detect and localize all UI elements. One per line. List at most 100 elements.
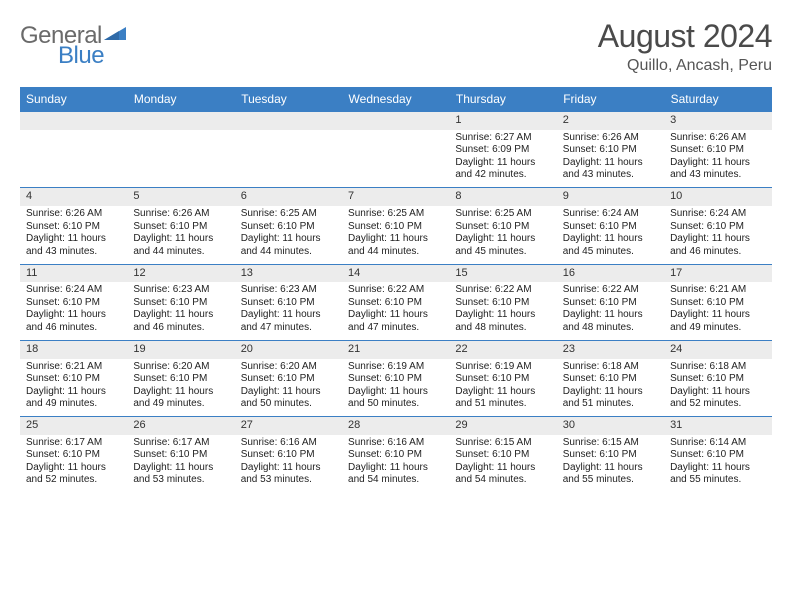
daylight-text: Daylight: 11 hours and 48 minutes. xyxy=(563,309,658,334)
daylight-text: Daylight: 11 hours and 55 minutes. xyxy=(563,462,658,487)
sunset-text: Sunset: 6:10 PM xyxy=(241,221,336,234)
logo-triangle-icon xyxy=(104,25,126,48)
day-number-cell: 12 xyxy=(127,264,234,282)
sunrise-text: Sunrise: 6:24 AM xyxy=(670,208,765,221)
day-info-cell: Sunrise: 6:22 AMSunset: 6:10 PMDaylight:… xyxy=(342,282,449,340)
day-info-cell: Sunrise: 6:26 AMSunset: 6:10 PMDaylight:… xyxy=(20,206,127,264)
daylight-text: Daylight: 11 hours and 49 minutes. xyxy=(133,386,228,411)
day-header: Wednesday xyxy=(342,87,449,112)
sunset-text: Sunset: 6:10 PM xyxy=(670,449,765,462)
day-number-cell: 27 xyxy=(235,417,342,435)
day-number-cell: 30 xyxy=(557,417,664,435)
sunrise-text: Sunrise: 6:22 AM xyxy=(563,284,658,297)
day-header: Sunday xyxy=(20,87,127,112)
day-info-cell: Sunrise: 6:26 AMSunset: 6:10 PMDaylight:… xyxy=(127,206,234,264)
day-info-cell: Sunrise: 6:20 AMSunset: 6:10 PMDaylight:… xyxy=(235,359,342,417)
sunrise-text: Sunrise: 6:20 AM xyxy=(241,361,336,374)
day-number-cell: 15 xyxy=(449,264,556,282)
daylight-text: Daylight: 11 hours and 52 minutes. xyxy=(26,462,121,487)
day-number-cell: 19 xyxy=(127,340,234,358)
day-info-cell: Sunrise: 6:15 AMSunset: 6:10 PMDaylight:… xyxy=(449,435,556,493)
daylight-text: Daylight: 11 hours and 43 minutes. xyxy=(26,233,121,258)
day-info-cell: Sunrise: 6:20 AMSunset: 6:10 PMDaylight:… xyxy=(127,359,234,417)
sunrise-text: Sunrise: 6:18 AM xyxy=(670,361,765,374)
calendar-table: Sunday Monday Tuesday Wednesday Thursday… xyxy=(20,87,772,493)
sunrise-text: Sunrise: 6:26 AM xyxy=(563,132,658,145)
sunset-text: Sunset: 6:10 PM xyxy=(670,373,765,386)
calendar-body: 123Sunrise: 6:27 AMSunset: 6:09 PMDaylig… xyxy=(20,112,772,493)
sunset-text: Sunset: 6:10 PM xyxy=(455,221,550,234)
sunrise-text: Sunrise: 6:24 AM xyxy=(563,208,658,221)
day-header: Thursday xyxy=(449,87,556,112)
sunrise-text: Sunrise: 6:26 AM xyxy=(670,132,765,145)
daylight-text: Daylight: 11 hours and 55 minutes. xyxy=(670,462,765,487)
location-text: Quillo, Ancash, Peru xyxy=(598,57,772,75)
sunset-text: Sunset: 6:10 PM xyxy=(348,449,443,462)
logo: General Blue xyxy=(20,18,128,50)
sunset-text: Sunset: 6:10 PM xyxy=(670,144,765,157)
day-number-cell xyxy=(235,112,342,130)
page-header: General Blue August 2024 Quillo, Ancash,… xyxy=(20,18,772,75)
day-number-cell: 9 xyxy=(557,188,664,206)
day-number-cell: 16 xyxy=(557,264,664,282)
sunrise-text: Sunrise: 6:22 AM xyxy=(348,284,443,297)
day-info-cell: Sunrise: 6:17 AMSunset: 6:10 PMDaylight:… xyxy=(20,435,127,493)
day-info-row: Sunrise: 6:17 AMSunset: 6:10 PMDaylight:… xyxy=(20,435,772,493)
day-number-cell: 4 xyxy=(20,188,127,206)
day-info-cell: Sunrise: 6:26 AMSunset: 6:10 PMDaylight:… xyxy=(664,130,771,188)
sunrise-text: Sunrise: 6:15 AM xyxy=(455,437,550,450)
sunrise-text: Sunrise: 6:25 AM xyxy=(348,208,443,221)
daylight-text: Daylight: 11 hours and 45 minutes. xyxy=(455,233,550,258)
day-info-cell xyxy=(342,130,449,188)
sunset-text: Sunset: 6:10 PM xyxy=(455,297,550,310)
day-header: Friday xyxy=(557,87,664,112)
daylight-text: Daylight: 11 hours and 43 minutes. xyxy=(670,157,765,182)
day-info-cell: Sunrise: 6:27 AMSunset: 6:09 PMDaylight:… xyxy=(449,130,556,188)
sunrise-text: Sunrise: 6:25 AM xyxy=(241,208,336,221)
day-number-cell: 6 xyxy=(235,188,342,206)
day-number-row: 11121314151617 xyxy=(20,264,772,282)
day-number-cell: 5 xyxy=(127,188,234,206)
daylight-text: Daylight: 11 hours and 48 minutes. xyxy=(455,309,550,334)
daylight-text: Daylight: 11 hours and 53 minutes. xyxy=(241,462,336,487)
day-info-cell: Sunrise: 6:18 AMSunset: 6:10 PMDaylight:… xyxy=(664,359,771,417)
sunset-text: Sunset: 6:10 PM xyxy=(133,373,228,386)
daylight-text: Daylight: 11 hours and 46 minutes. xyxy=(670,233,765,258)
day-number-row: 25262728293031 xyxy=(20,417,772,435)
day-info-cell: Sunrise: 6:21 AMSunset: 6:10 PMDaylight:… xyxy=(20,359,127,417)
day-info-cell: Sunrise: 6:24 AMSunset: 6:10 PMDaylight:… xyxy=(664,206,771,264)
sunset-text: Sunset: 6:10 PM xyxy=(26,373,121,386)
sunrise-text: Sunrise: 6:17 AM xyxy=(26,437,121,450)
day-info-cell: Sunrise: 6:23 AMSunset: 6:10 PMDaylight:… xyxy=(127,282,234,340)
sunset-text: Sunset: 6:09 PM xyxy=(455,144,550,157)
sunrise-text: Sunrise: 6:21 AM xyxy=(26,361,121,374)
day-info-cell: Sunrise: 6:25 AMSunset: 6:10 PMDaylight:… xyxy=(449,206,556,264)
sunrise-text: Sunrise: 6:15 AM xyxy=(563,437,658,450)
day-number-cell xyxy=(342,112,449,130)
day-number-cell: 11 xyxy=(20,264,127,282)
day-info-cell: Sunrise: 6:26 AMSunset: 6:10 PMDaylight:… xyxy=(557,130,664,188)
sunset-text: Sunset: 6:10 PM xyxy=(563,144,658,157)
sunset-text: Sunset: 6:10 PM xyxy=(563,221,658,234)
day-info-cell: Sunrise: 6:25 AMSunset: 6:10 PMDaylight:… xyxy=(342,206,449,264)
day-number-cell: 10 xyxy=(664,188,771,206)
sunrise-text: Sunrise: 6:27 AM xyxy=(455,132,550,145)
sunset-text: Sunset: 6:10 PM xyxy=(670,221,765,234)
day-info-cell: Sunrise: 6:24 AMSunset: 6:10 PMDaylight:… xyxy=(20,282,127,340)
daylight-text: Daylight: 11 hours and 53 minutes. xyxy=(133,462,228,487)
day-number-cell: 1 xyxy=(449,112,556,130)
sunrise-text: Sunrise: 6:26 AM xyxy=(26,208,121,221)
daylight-text: Daylight: 11 hours and 46 minutes. xyxy=(133,309,228,334)
day-number-cell xyxy=(127,112,234,130)
sunrise-text: Sunrise: 6:17 AM xyxy=(133,437,228,450)
sunset-text: Sunset: 6:10 PM xyxy=(563,373,658,386)
day-info-row: Sunrise: 6:26 AMSunset: 6:10 PMDaylight:… xyxy=(20,206,772,264)
day-number-cell: 18 xyxy=(20,340,127,358)
day-header: Tuesday xyxy=(235,87,342,112)
daylight-text: Daylight: 11 hours and 54 minutes. xyxy=(348,462,443,487)
day-number-cell: 29 xyxy=(449,417,556,435)
daylight-text: Daylight: 11 hours and 47 minutes. xyxy=(348,309,443,334)
day-number-cell: 20 xyxy=(235,340,342,358)
day-number-cell: 21 xyxy=(342,340,449,358)
sunrise-text: Sunrise: 6:19 AM xyxy=(348,361,443,374)
